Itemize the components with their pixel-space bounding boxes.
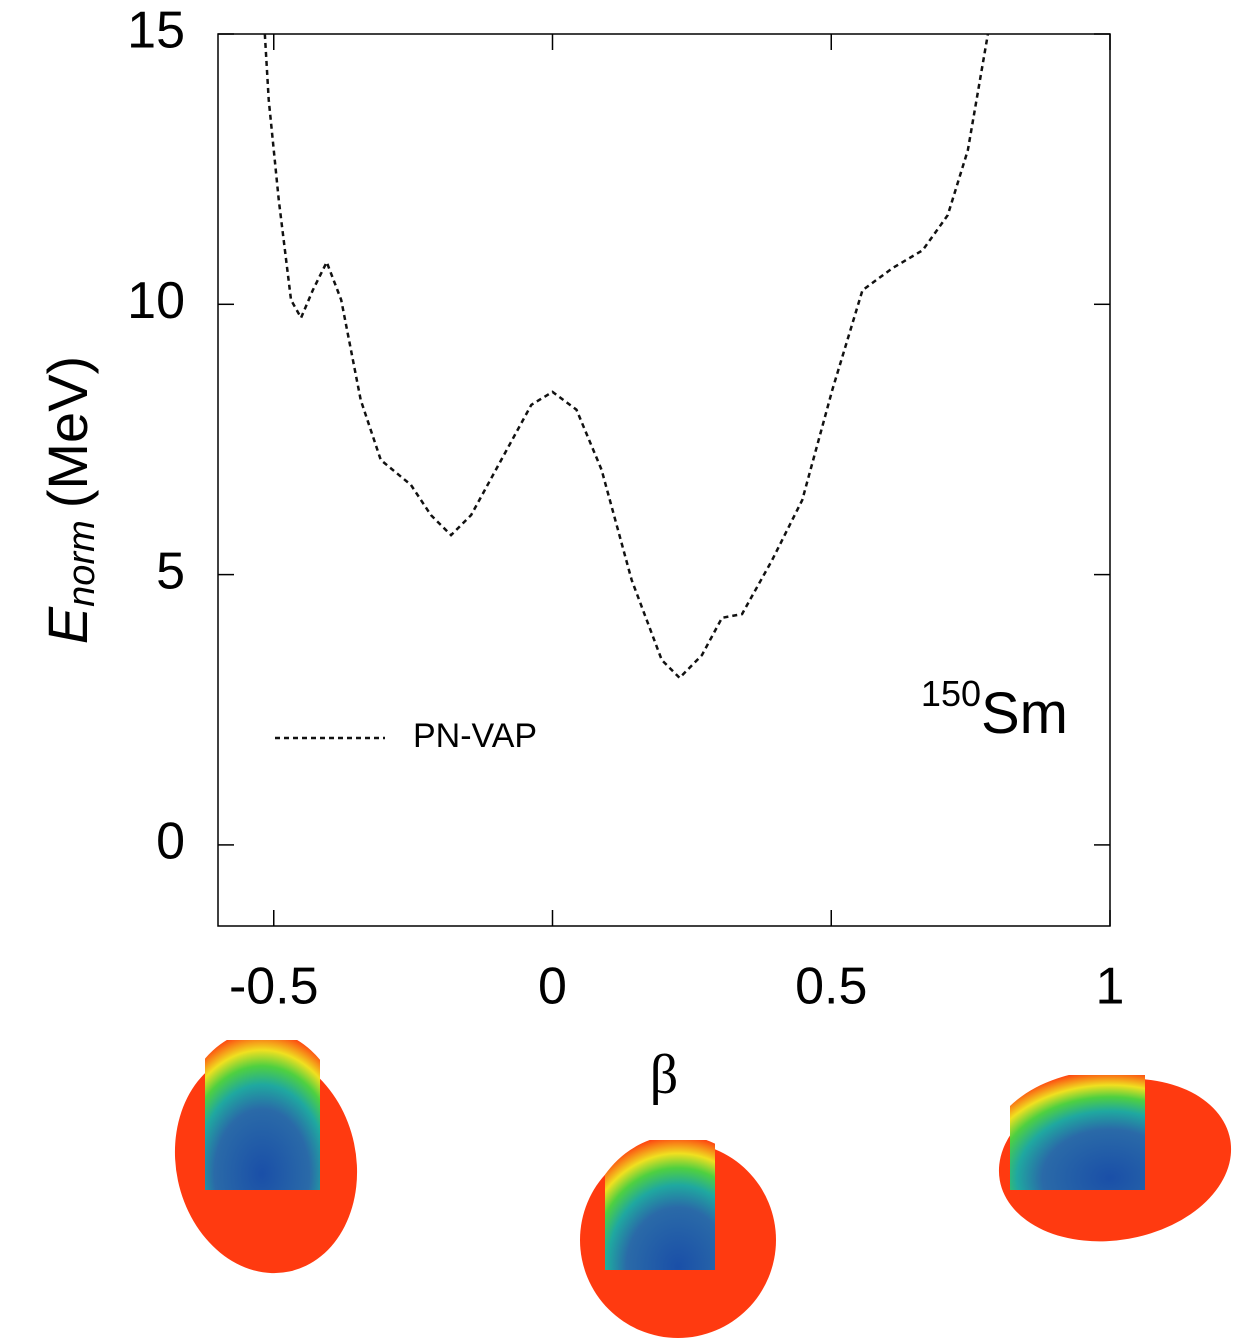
y-axis-label: Enorm(MeV) (36, 356, 103, 644)
annotation: 150Sm (921, 673, 1068, 747)
y-tick-label: 5 (156, 542, 185, 600)
x-tick-label: 1 (1096, 958, 1125, 1016)
plot-frame (217, 33, 1111, 927)
nucleus-illustrations (174, 1040, 1232, 1338)
x-tick-label: 0.5 (795, 958, 867, 1016)
data-line (263, 33, 990, 680)
x-tick-label: -0.5 (229, 958, 319, 1016)
x-tick-label: 0 (538, 958, 567, 1016)
y-tick-label: 10 (127, 272, 185, 330)
y-tick-label: 15 (127, 2, 185, 60)
legend-label: PN-VAP (413, 717, 537, 755)
y-tick-label: 0 (156, 813, 185, 871)
x-axis-label: β (650, 1044, 679, 1106)
